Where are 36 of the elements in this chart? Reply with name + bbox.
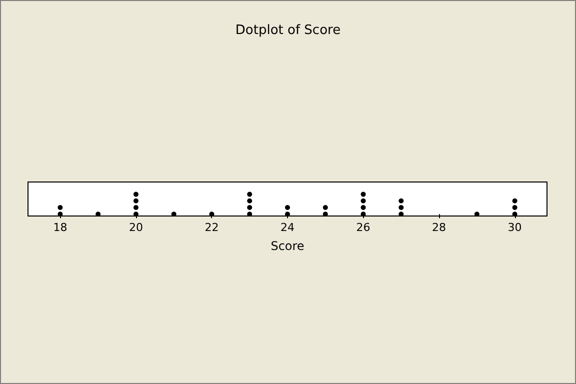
- point: [398, 198, 404, 204]
- point: [512, 198, 518, 204]
- x-axis-title: Score: [270, 239, 304, 253]
- point: [285, 205, 290, 210]
- point: [209, 212, 214, 217]
- x-tick-label: 24: [280, 221, 294, 234]
- x-tick-label: 20: [128, 221, 143, 234]
- point: [398, 205, 404, 210]
- point: [360, 198, 366, 204]
- point: [133, 212, 138, 217]
- point: [247, 212, 252, 217]
- point: [133, 192, 138, 197]
- point: [58, 212, 63, 217]
- point: [171, 212, 176, 217]
- point: [322, 212, 328, 217]
- point: [512, 205, 518, 210]
- point: [360, 205, 366, 210]
- point: [322, 205, 328, 210]
- x-tick-label: 28: [432, 221, 446, 234]
- x-tick-label: 30: [508, 221, 522, 234]
- point: [247, 198, 252, 204]
- point: [398, 212, 404, 217]
- point: [96, 212, 101, 217]
- point: [360, 192, 366, 197]
- x-tick-label: 22: [204, 221, 219, 234]
- point: [247, 192, 252, 197]
- x-tick-label: 18: [53, 221, 68, 234]
- point: [133, 205, 138, 210]
- x-tick-label: 26: [356, 221, 370, 234]
- point: [247, 205, 252, 210]
- point: [360, 212, 366, 217]
- point: [512, 212, 518, 217]
- point: [58, 205, 63, 210]
- chart-title: Dotplot of Score: [235, 23, 341, 38]
- point: [474, 212, 480, 217]
- point: [133, 198, 138, 204]
